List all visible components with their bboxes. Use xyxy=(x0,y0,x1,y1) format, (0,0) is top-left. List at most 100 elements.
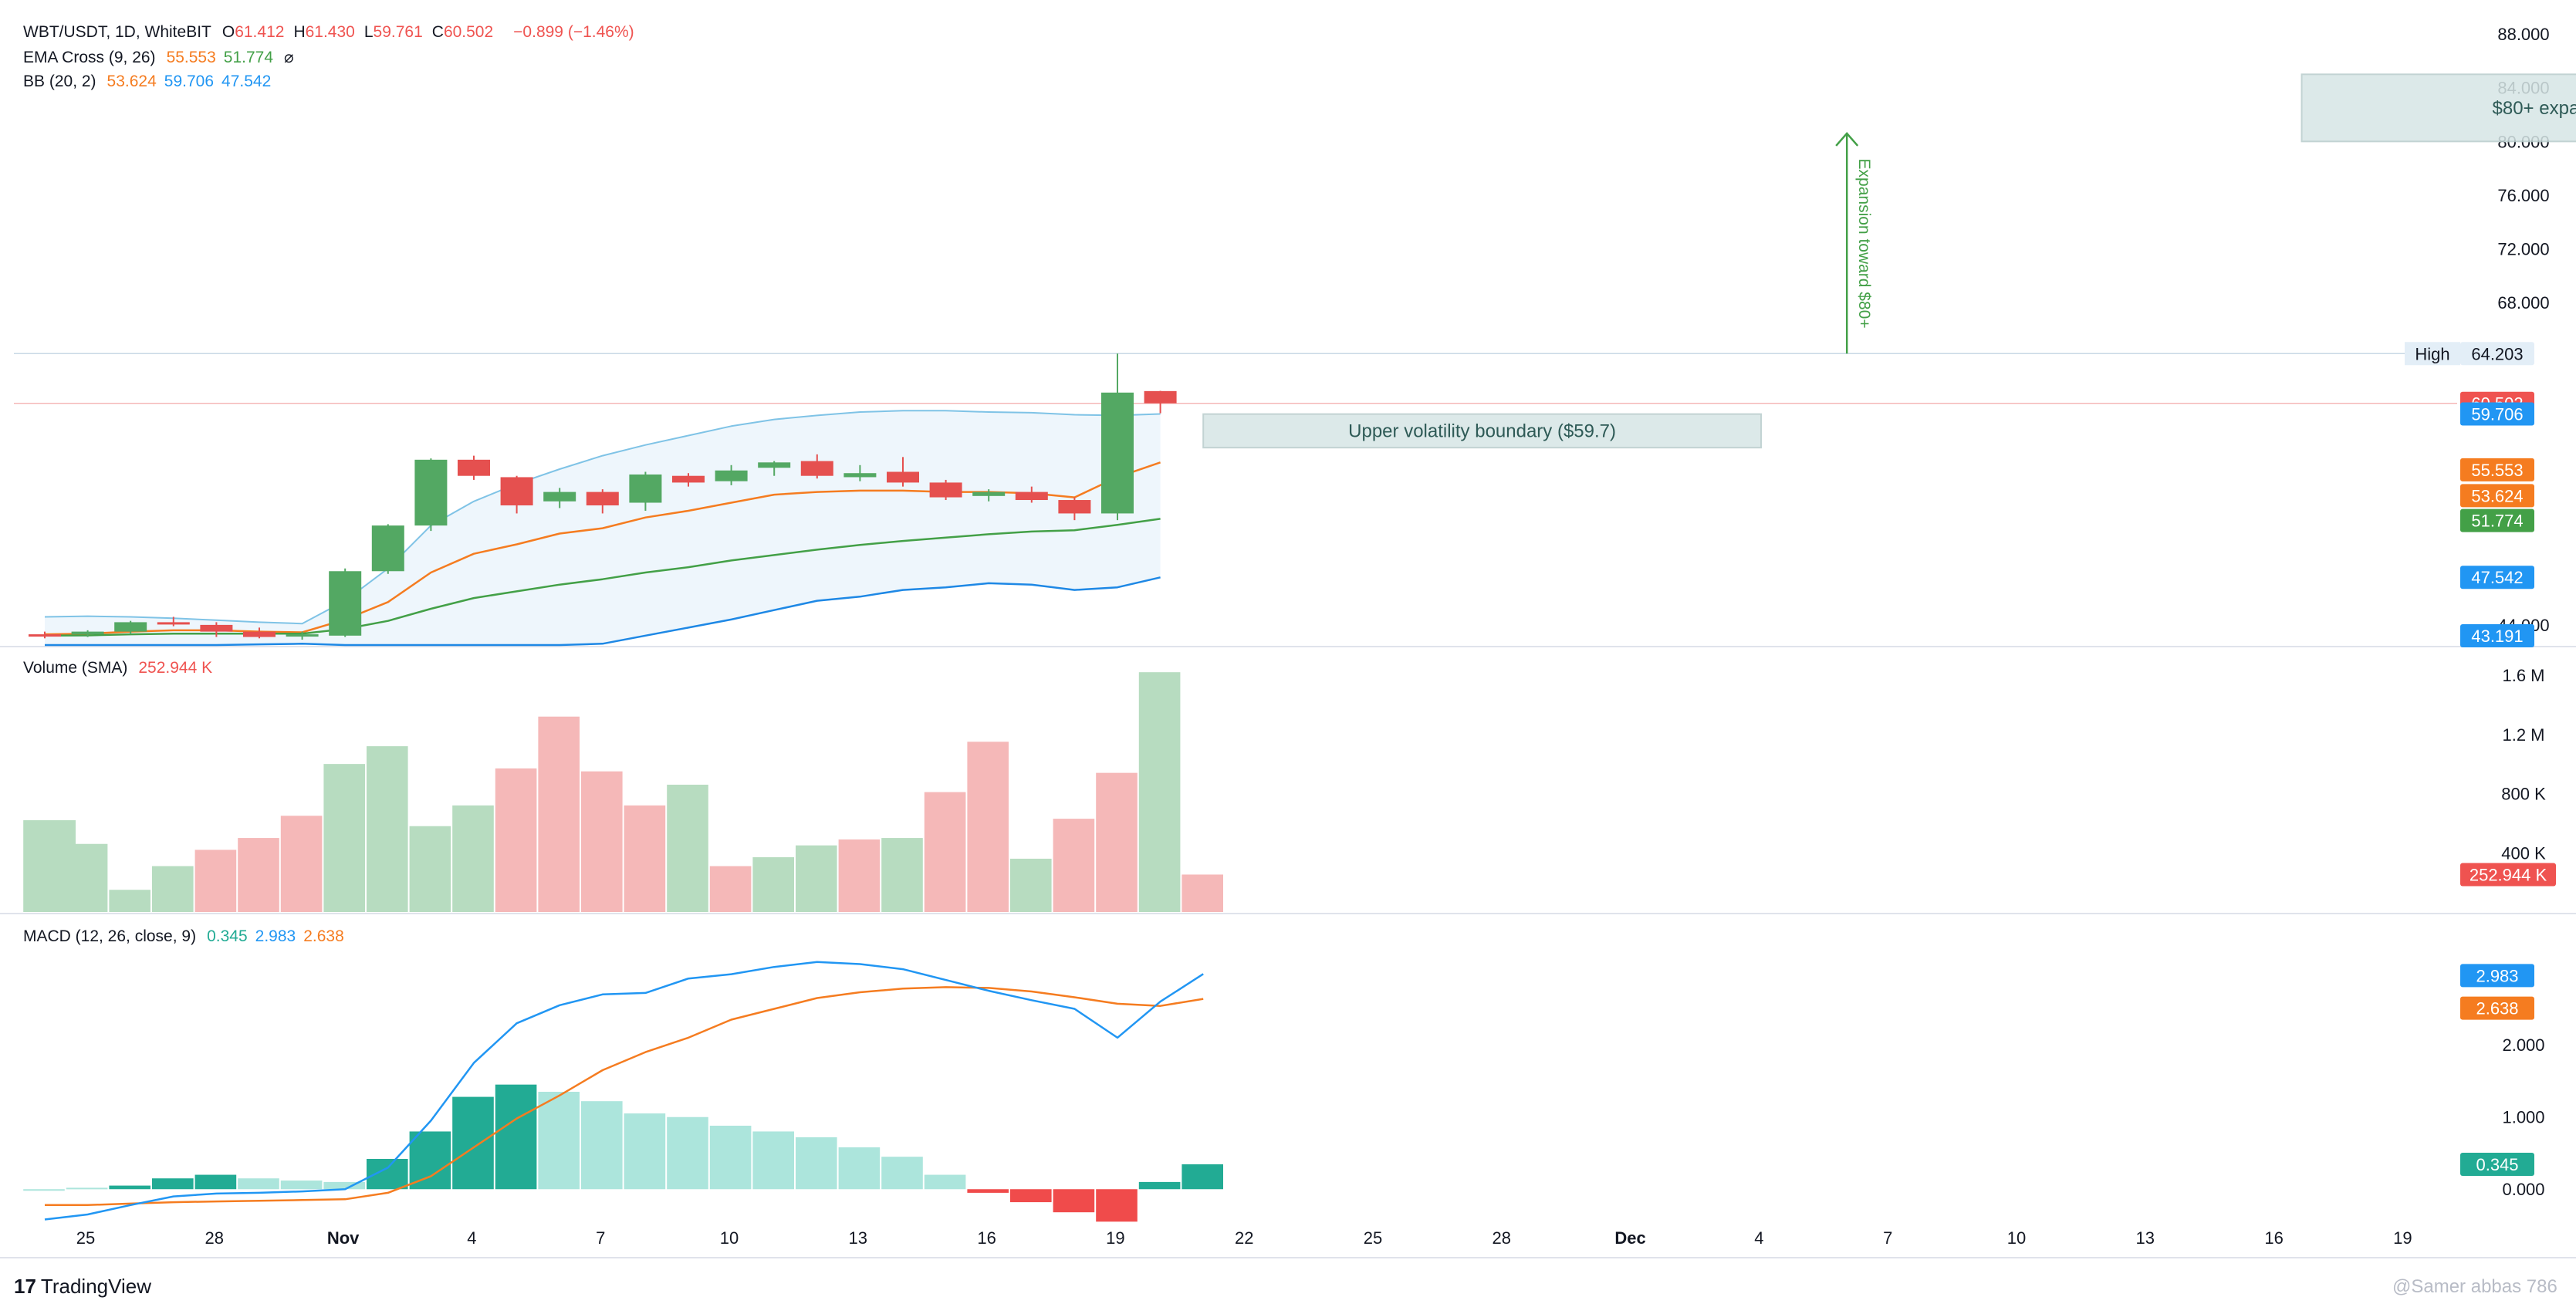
bb-lower-value: 47.542 xyxy=(221,73,272,90)
volume-bar xyxy=(924,792,966,912)
ohlc-key-c: C xyxy=(431,23,444,41)
volume-bar xyxy=(838,839,881,912)
price-label-lower-bg xyxy=(2460,623,2534,647)
candle-body xyxy=(243,631,276,637)
macd-hist-bar xyxy=(924,1174,966,1190)
x-tick-label: 19 xyxy=(1106,1228,1124,1248)
volume-tick-label: 1.2 M xyxy=(2502,725,2544,745)
x-tick-label: 22 xyxy=(1235,1228,1253,1248)
ohlc-value-o: 61.412 xyxy=(235,23,285,41)
macd-hist-bar xyxy=(1096,1189,1138,1222)
change-value: −0.899 (−1.46%) xyxy=(513,23,634,41)
volume-bar xyxy=(967,741,1009,912)
macd-label-hist-bg xyxy=(2460,1152,2534,1176)
bb-label: BB (20, 2) xyxy=(23,73,96,90)
volume-bar xyxy=(323,764,365,912)
candle xyxy=(200,622,233,637)
volume-bar xyxy=(1053,819,1095,912)
candle-body xyxy=(414,459,448,526)
volume-last-label-bg xyxy=(2460,863,2556,887)
candle-body xyxy=(972,491,1006,496)
symbol-label: WBT/USDT, 1D, WhiteBIT xyxy=(23,23,211,41)
author-watermark: @Samer abbas 786 xyxy=(2392,1276,2557,1297)
volume-label: Volume (SMA) xyxy=(23,659,128,677)
macd-hist-bar xyxy=(1010,1189,1052,1203)
price-label-ema-fast: 55.553 xyxy=(2460,458,2534,481)
macd-legend[interactable]: MACD (12, 26, close, 9) 0.345 2.983 2.638 xyxy=(23,927,355,946)
candle-body xyxy=(500,477,533,505)
candle xyxy=(800,454,833,479)
macd-hist-bar xyxy=(323,1181,365,1190)
price-tick-label: 68.000 xyxy=(2497,293,2549,312)
macd-tick-label: 2.000 xyxy=(2502,1035,2544,1055)
x-tick-label: 25 xyxy=(76,1228,95,1248)
macd-hist-bar xyxy=(709,1125,752,1190)
bb-upper-value: 59.706 xyxy=(164,73,215,90)
macd-hist-bar xyxy=(452,1096,494,1190)
bb-basis-value: 53.624 xyxy=(106,73,157,90)
candle-body xyxy=(1101,392,1134,514)
volume-bar xyxy=(66,843,108,912)
tradingview-mark-icon: 17 xyxy=(14,1275,36,1298)
macd-label-signal: 2.638 xyxy=(2460,996,2534,1020)
macd-hist-bar xyxy=(838,1147,881,1190)
candle xyxy=(329,568,362,637)
ema-slow-value: 51.774 xyxy=(223,49,274,66)
candle xyxy=(500,475,533,514)
ema-legend[interactable]: EMA Cross (9, 26) 55.553 51.774 ⌀ xyxy=(23,48,305,67)
volume-bar xyxy=(1138,672,1181,912)
price-label-bb-upper-text: 59.706 xyxy=(2471,405,2523,424)
price-label-high-bg xyxy=(2460,342,2534,366)
macd-hist-value: 0.345 xyxy=(207,927,248,945)
candle-body xyxy=(1058,500,1091,514)
price-label-ema-slow-text: 51.774 xyxy=(2471,512,2523,531)
candle-body xyxy=(200,624,233,632)
ema-fast-value: 55.553 xyxy=(166,49,216,66)
volume-last-label: 252.944 K xyxy=(2460,863,2556,887)
price-label-ema-fast-bg xyxy=(2460,458,2534,481)
price-tick-label: 76.000 xyxy=(2497,186,2549,205)
ohlc-key-h: H xyxy=(293,23,306,41)
macd-label-line: 2.983 xyxy=(2460,964,2534,988)
volume-bar xyxy=(495,768,537,912)
candle-body xyxy=(758,462,791,468)
candle xyxy=(929,479,962,501)
macd-label-line-text: 2.983 xyxy=(2476,966,2518,985)
hidden-source-icon[interactable]: ⌀ xyxy=(284,49,294,66)
volume-legend[interactable]: Volume (SMA) 252.944 K xyxy=(23,659,223,677)
candle xyxy=(1101,353,1134,521)
price-label-bb-upper-bg xyxy=(2460,402,2534,426)
candle-body xyxy=(629,474,662,503)
candle-body xyxy=(1015,491,1048,501)
volume-bar xyxy=(194,850,237,912)
x-tick-label: 10 xyxy=(720,1228,739,1248)
candle-body xyxy=(843,473,877,478)
tradingview-logo[interactable]: 17 TradingView xyxy=(14,1275,151,1299)
price-label-high-prefix: High xyxy=(2415,344,2449,363)
candle xyxy=(286,631,319,640)
macd-hist-bar xyxy=(1138,1181,1181,1190)
macd-hist-bar xyxy=(667,1116,708,1190)
price-label-ema-slow: 51.774 xyxy=(2460,508,2534,532)
macd-hist-bar xyxy=(238,1178,279,1190)
price-tick-label: 72.000 xyxy=(2497,240,2549,259)
x-tick-label: 28 xyxy=(1493,1228,1511,1248)
volume-bar xyxy=(624,805,666,912)
candle-body xyxy=(929,482,962,498)
macd-hist-bar xyxy=(194,1174,237,1190)
candle xyxy=(1015,486,1048,503)
candle xyxy=(243,627,276,639)
candle-body xyxy=(458,459,490,476)
x-tick-label: 19 xyxy=(2393,1228,2412,1248)
volatility-boundary-box-label: Upper volatility boundary ($59.7) xyxy=(1348,421,1616,441)
macd-line xyxy=(44,961,1204,1221)
candle-body xyxy=(71,631,104,635)
bb-legend[interactable]: BB (20, 2) 53.624 59.706 47.542 xyxy=(23,73,282,91)
price-label-bb-basis-bg xyxy=(2460,484,2534,508)
candle xyxy=(586,489,619,514)
price-label-lower-text: 43.191 xyxy=(2471,627,2523,646)
candle-body xyxy=(286,634,319,637)
price-label-bb-upper: 59.706 xyxy=(2460,402,2534,426)
